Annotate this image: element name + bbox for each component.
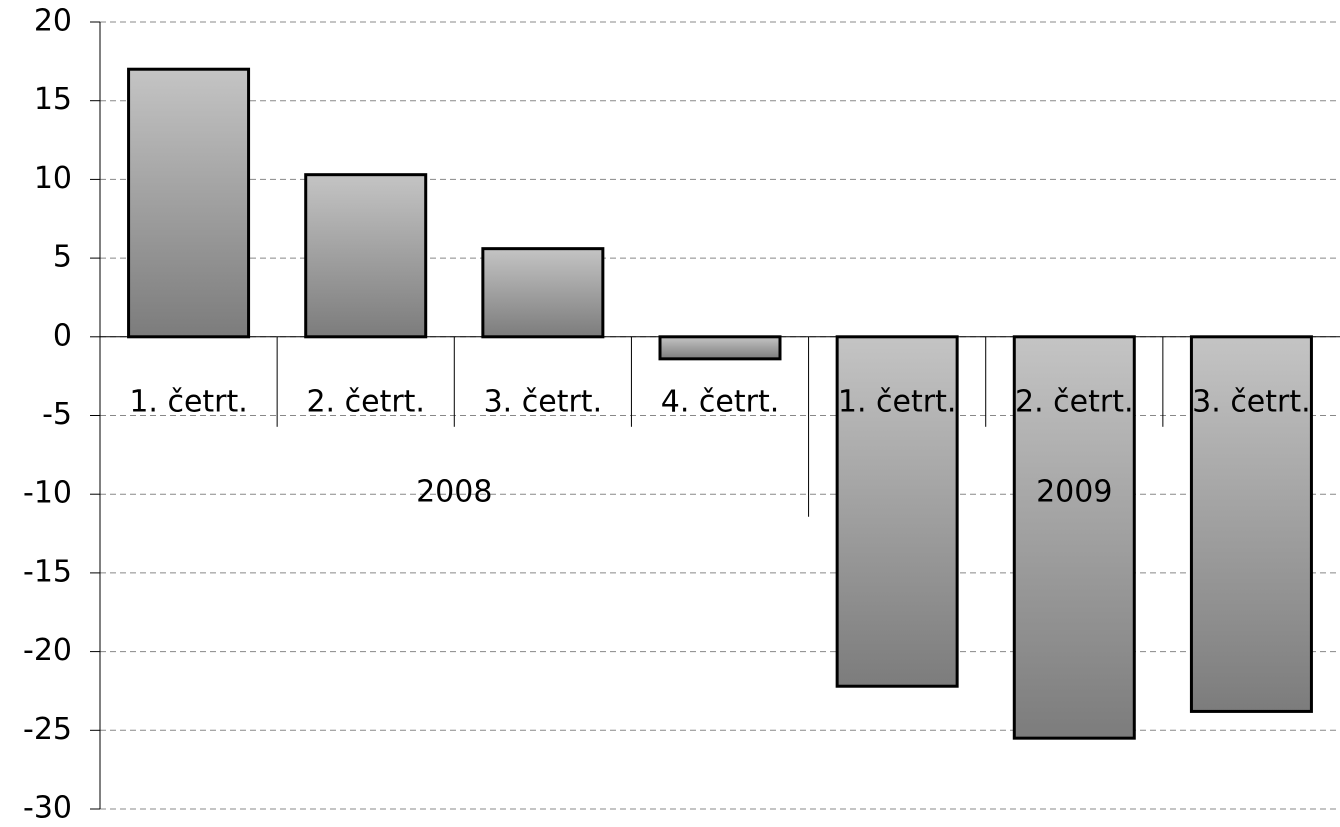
x-tick-label: 2. četrt.	[1015, 384, 1134, 419]
x-tick-label: 3. četrt.	[1192, 384, 1311, 419]
y-tick-label: -10	[23, 476, 72, 511]
y-tick-label: -30	[23, 791, 72, 826]
x-tick-label: 4. četrt.	[661, 384, 780, 419]
bar	[481, 247, 605, 339]
y-tick-label: 5	[53, 240, 72, 275]
bar	[1189, 335, 1313, 713]
x-tick-label: 1. četrt.	[129, 384, 248, 419]
y-tick-label: 10	[34, 161, 72, 196]
bar	[1012, 335, 1136, 740]
x-tick-label: 2. četrt.	[306, 384, 425, 419]
y-tick-label: 0	[53, 318, 72, 353]
group-label: 2009	[1036, 474, 1112, 509]
x-tick-label: 1. četrt.	[838, 384, 957, 419]
bar	[658, 335, 782, 361]
y-tick-label: 15	[34, 82, 72, 117]
group-label: 2008	[416, 474, 492, 509]
y-tick-label: 20	[34, 4, 72, 39]
y-tick-label: -25	[23, 712, 72, 747]
y-tick-label: -20	[23, 633, 72, 668]
x-tick-label: 3. četrt.	[484, 384, 603, 419]
y-tick-label: -15	[23, 554, 72, 589]
y-tick-label: -5	[42, 397, 72, 432]
bar	[304, 173, 428, 339]
bar	[127, 67, 251, 339]
